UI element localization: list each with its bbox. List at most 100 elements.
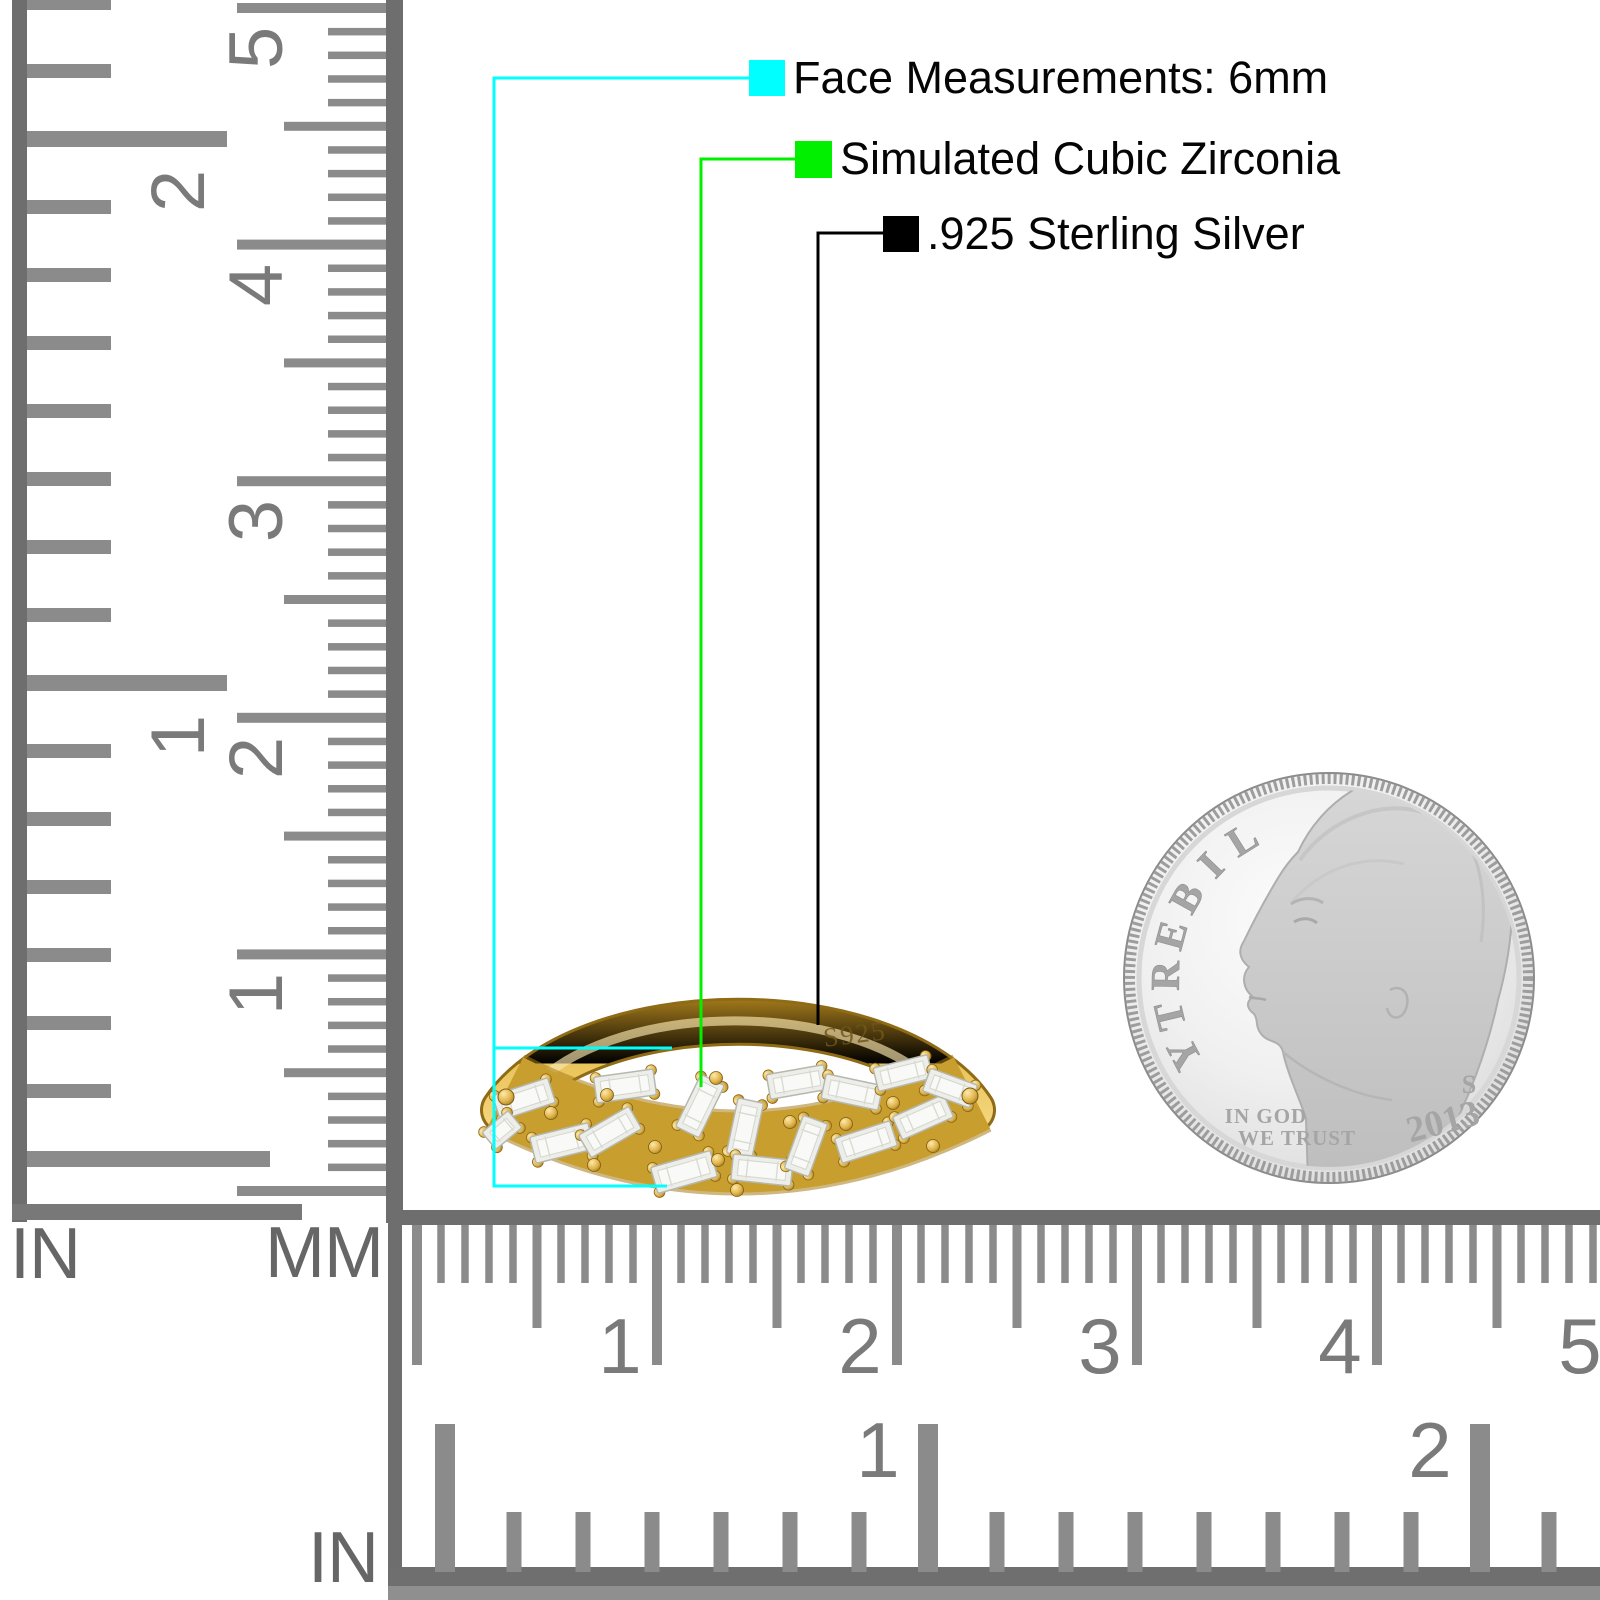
inch-tick	[1334, 1512, 1350, 1572]
inch-tick	[27, 675, 227, 691]
mm-tick	[328, 997, 386, 1006]
mm-tick	[328, 1021, 386, 1030]
mm-tick	[1061, 1225, 1069, 1283]
mm-tick	[328, 856, 386, 864]
ring-end-bead-right	[961, 1087, 979, 1105]
inch-tick	[644, 1512, 660, 1572]
ring-band-highlight	[536, 1016, 934, 1084]
bottom-inch-ruler-base-light	[388, 1586, 1600, 1600]
inch-tick	[575, 1512, 591, 1572]
liberty-letter: R	[1142, 960, 1188, 991]
facet-line	[876, 1127, 884, 1148]
mm-tick	[284, 121, 386, 131]
stone-table	[732, 1104, 758, 1152]
mm-tick	[328, 1092, 386, 1101]
bottom-inch-ruler-base-dark	[388, 1567, 1600, 1586]
callout-legend: Face Measurements: 6mm Simulated Cubic Z…	[492, 52, 1341, 1188]
mm-tick	[328, 51, 386, 60]
baguette-stone	[830, 1116, 902, 1168]
gold-bead	[648, 1140, 662, 1154]
bottom-inch-ruler: 1 2 IN	[308, 1406, 1600, 1600]
mm-tick	[328, 264, 386, 273]
mm-tick	[328, 619, 386, 627]
mm-tick	[284, 595, 386, 604]
mm-tick	[629, 1225, 637, 1283]
mm-tick	[1301, 1225, 1309, 1283]
mm-tick	[917, 1225, 925, 1283]
facet-line	[732, 1138, 753, 1145]
ring-end-bead-left	[497, 1088, 515, 1106]
roosevelt-profile	[1239, 789, 1514, 1167]
mm-tick	[772, 1225, 782, 1328]
mm-tick	[437, 1225, 445, 1283]
mm-tick	[328, 311, 386, 320]
hair-stroke-1	[1298, 806, 1423, 862]
inch-tick	[27, 540, 111, 554]
mm-tick	[284, 358, 386, 368]
gold-bead	[839, 1117, 853, 1131]
mm-tick	[328, 926, 386, 935]
mm-tick	[328, 1163, 386, 1172]
mm-tick	[821, 1225, 829, 1283]
inch-tick	[27, 1016, 111, 1030]
facet-line	[958, 1083, 966, 1101]
mm-tick	[725, 1225, 733, 1283]
bottom-inch-unit-label: IN	[308, 1518, 378, 1598]
gold-bead	[926, 1139, 940, 1153]
sterling-silver-leader-line	[816, 231, 883, 1025]
facet-line	[775, 1161, 779, 1182]
inch-tick	[27, 1084, 111, 1098]
baguette-stone	[817, 1069, 887, 1115]
facet-line	[573, 1129, 580, 1150]
coin-motto-line1: IN GOD	[1225, 1104, 1307, 1128]
mm-tick	[237, 712, 386, 723]
mm-tick	[328, 382, 386, 391]
inch-tick	[27, 336, 111, 350]
stone-table	[736, 1158, 788, 1182]
sterling-silver-swatch	[883, 216, 919, 252]
facet-line	[591, 1130, 604, 1149]
facet-line	[502, 1117, 515, 1132]
mm-tick	[328, 879, 386, 888]
mm-tick	[328, 903, 386, 911]
mm-tick	[328, 98, 386, 107]
facet-line	[808, 1070, 814, 1089]
mm-tick	[237, 949, 386, 960]
mm-tick	[237, 476, 386, 487]
mm-tick	[532, 1225, 542, 1328]
mm-tick	[328, 643, 386, 651]
mm-tick	[1132, 1225, 1142, 1365]
mm-tick	[328, 501, 386, 509]
bottom-mm-number-2: 2	[838, 1302, 881, 1390]
left-mm-number-1: 1	[214, 973, 299, 1015]
mm-tick	[328, 1139, 386, 1148]
cubic-zirconia-label: Simulated Cubic Zirconia	[840, 133, 1341, 184]
inch-tick	[435, 1424, 455, 1572]
mm-tick	[1349, 1225, 1357, 1283]
mm-tick	[1277, 1225, 1285, 1283]
left-mm-number-5: 5	[214, 27, 299, 69]
bottom-ruler-left-edge	[388, 1210, 402, 1600]
baguette-stone	[888, 1090, 958, 1144]
mm-tick	[328, 974, 386, 982]
mm-tick	[845, 1225, 853, 1283]
inch-tick	[1058, 1512, 1074, 1572]
mm-tick	[328, 169, 386, 178]
coin-reeded-edge	[1125, 774, 1533, 1182]
bottom-mm-ruler-edge	[388, 1210, 1600, 1225]
inch-tick	[27, 200, 111, 214]
inch-tick	[1127, 1512, 1143, 1572]
mm-tick	[605, 1225, 613, 1283]
facet-line	[695, 1157, 703, 1179]
baguette-stone	[574, 1102, 646, 1162]
brow	[1290, 897, 1324, 906]
left-inch-ruler-base	[12, 1204, 302, 1220]
facet-line	[886, 1067, 893, 1086]
mm-tick	[1372, 1225, 1382, 1365]
baguette-stone	[478, 1106, 526, 1154]
mm-tick	[1157, 1225, 1165, 1283]
bottom-mm-number-4: 4	[1318, 1302, 1361, 1390]
bottom-inch-number-1: 1	[856, 1406, 899, 1494]
facet-line	[791, 1155, 811, 1164]
